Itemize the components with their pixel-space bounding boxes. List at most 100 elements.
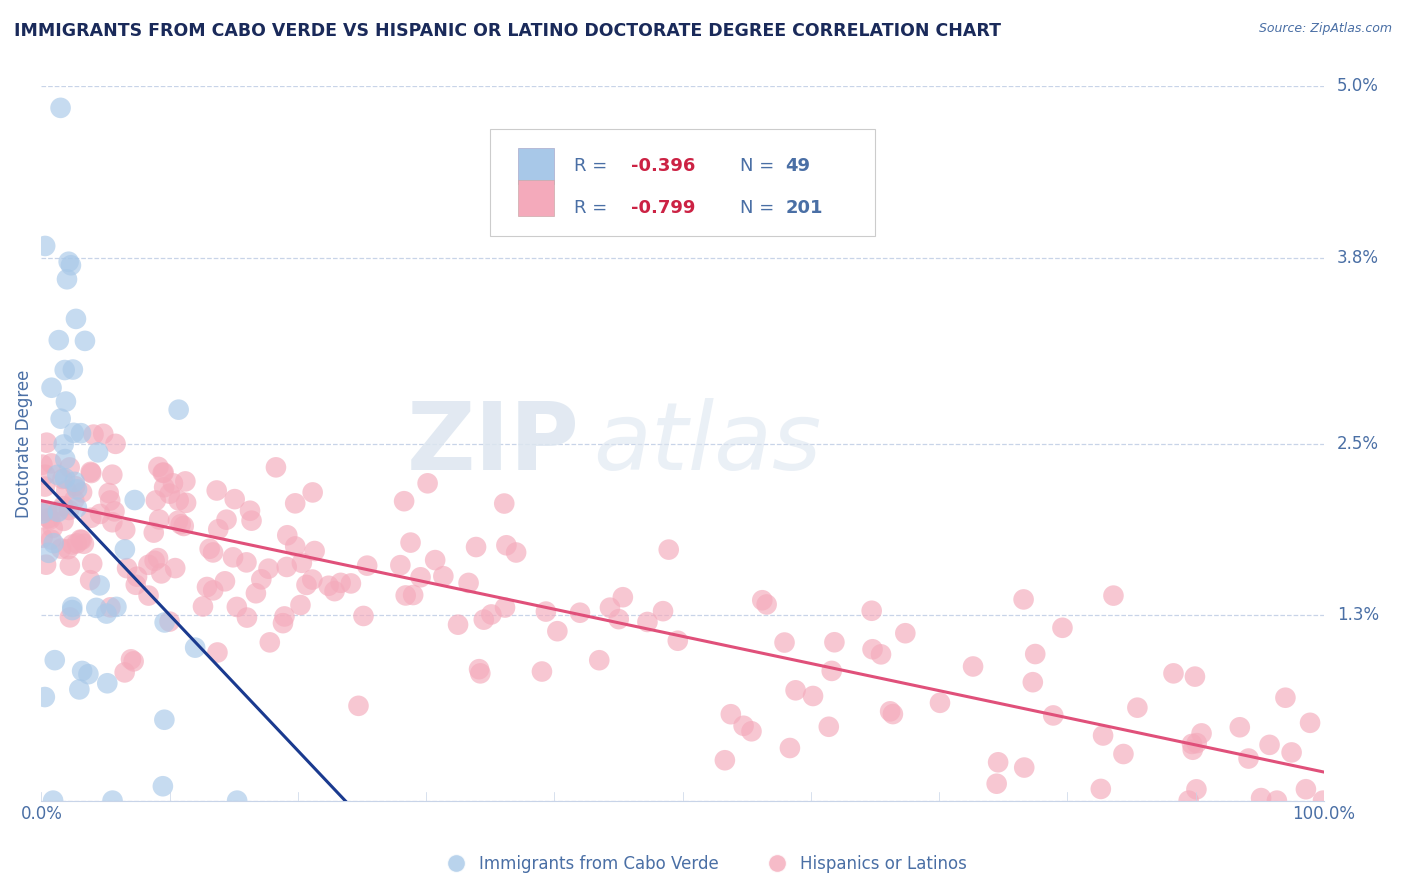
Point	[599, 600, 621, 615]
Point	[98, 493, 121, 508]
Point	[152, 466, 174, 480]
Point	[1181, 737, 1204, 751]
Point	[39, 533, 62, 547]
Point	[347, 698, 370, 713]
Point	[986, 777, 1008, 791]
Point	[34, 239, 56, 253]
Point	[1163, 666, 1185, 681]
Point	[879, 704, 901, 718]
Point	[198, 541, 221, 556]
Point	[174, 475, 197, 489]
Point	[465, 540, 488, 554]
Point	[276, 528, 298, 542]
Point	[148, 459, 170, 474]
Text: R =: R =	[574, 199, 613, 217]
Point	[340, 576, 363, 591]
Point	[457, 575, 479, 590]
Point	[60, 599, 83, 614]
Point	[860, 604, 883, 618]
Text: Source: ZipAtlas.com: Source: ZipAtlas.com	[1258, 22, 1392, 36]
Point	[276, 560, 298, 574]
Text: 201: 201	[785, 199, 823, 217]
Text: -0.799: -0.799	[631, 199, 696, 217]
Point	[652, 604, 675, 618]
Point	[494, 600, 516, 615]
Text: -0.396: -0.396	[631, 157, 696, 176]
Point	[62, 362, 84, 376]
Point	[67, 682, 90, 697]
Point	[785, 683, 807, 698]
Point	[1181, 743, 1204, 757]
Point	[70, 485, 93, 500]
Point	[304, 544, 326, 558]
Point	[174, 496, 197, 510]
Point	[46, 505, 69, 519]
Point	[1184, 670, 1206, 684]
Point	[432, 569, 454, 583]
Point	[125, 578, 148, 592]
Point	[82, 557, 104, 571]
Point	[48, 333, 70, 347]
Point	[56, 272, 79, 286]
Text: ZIP: ZIP	[408, 398, 581, 490]
Point	[167, 402, 190, 417]
Point	[52, 437, 75, 451]
Point	[1090, 781, 1112, 796]
Point	[38, 546, 60, 560]
Point	[323, 584, 346, 599]
Text: 5.0%: 5.0%	[1337, 78, 1379, 95]
Point	[77, 667, 100, 681]
Point	[264, 460, 287, 475]
Point	[103, 504, 125, 518]
Point	[447, 617, 470, 632]
Point	[79, 573, 101, 587]
Point	[55, 483, 77, 498]
Point	[34, 467, 56, 482]
Point	[472, 613, 495, 627]
Point	[353, 609, 375, 624]
Point	[301, 573, 323, 587]
Point	[142, 525, 165, 540]
Point	[145, 493, 167, 508]
Point	[101, 794, 124, 808]
Point	[534, 605, 557, 619]
Point	[257, 562, 280, 576]
Point	[51, 472, 73, 486]
Point	[89, 507, 111, 521]
Point	[167, 514, 190, 528]
Point	[114, 665, 136, 680]
Point	[329, 575, 352, 590]
Point	[222, 550, 245, 565]
Point	[101, 467, 124, 482]
Point	[35, 435, 58, 450]
Point	[96, 676, 118, 690]
Point	[612, 591, 634, 605]
Point	[1052, 621, 1074, 635]
Text: 3.8%: 3.8%	[1337, 249, 1379, 267]
Point	[1274, 690, 1296, 705]
Point	[52, 514, 75, 528]
Text: atlas: atlas	[593, 398, 821, 489]
Point	[65, 312, 87, 326]
Point	[60, 603, 83, 617]
Point	[733, 719, 755, 733]
Point	[59, 610, 82, 624]
Point	[546, 624, 568, 639]
Point	[495, 538, 517, 552]
Point	[409, 570, 432, 584]
Point	[73, 537, 96, 551]
Point	[1012, 592, 1035, 607]
Point	[1177, 794, 1199, 808]
Point	[416, 476, 439, 491]
FancyBboxPatch shape	[519, 180, 554, 217]
Point	[1258, 738, 1281, 752]
Point	[70, 664, 93, 678]
Point	[49, 541, 72, 556]
Point	[35, 558, 58, 572]
Point	[37, 511, 59, 525]
Text: N =: N =	[741, 199, 780, 217]
Point	[505, 545, 527, 559]
Point	[235, 555, 257, 569]
Point	[173, 519, 195, 533]
Point	[63, 475, 86, 489]
